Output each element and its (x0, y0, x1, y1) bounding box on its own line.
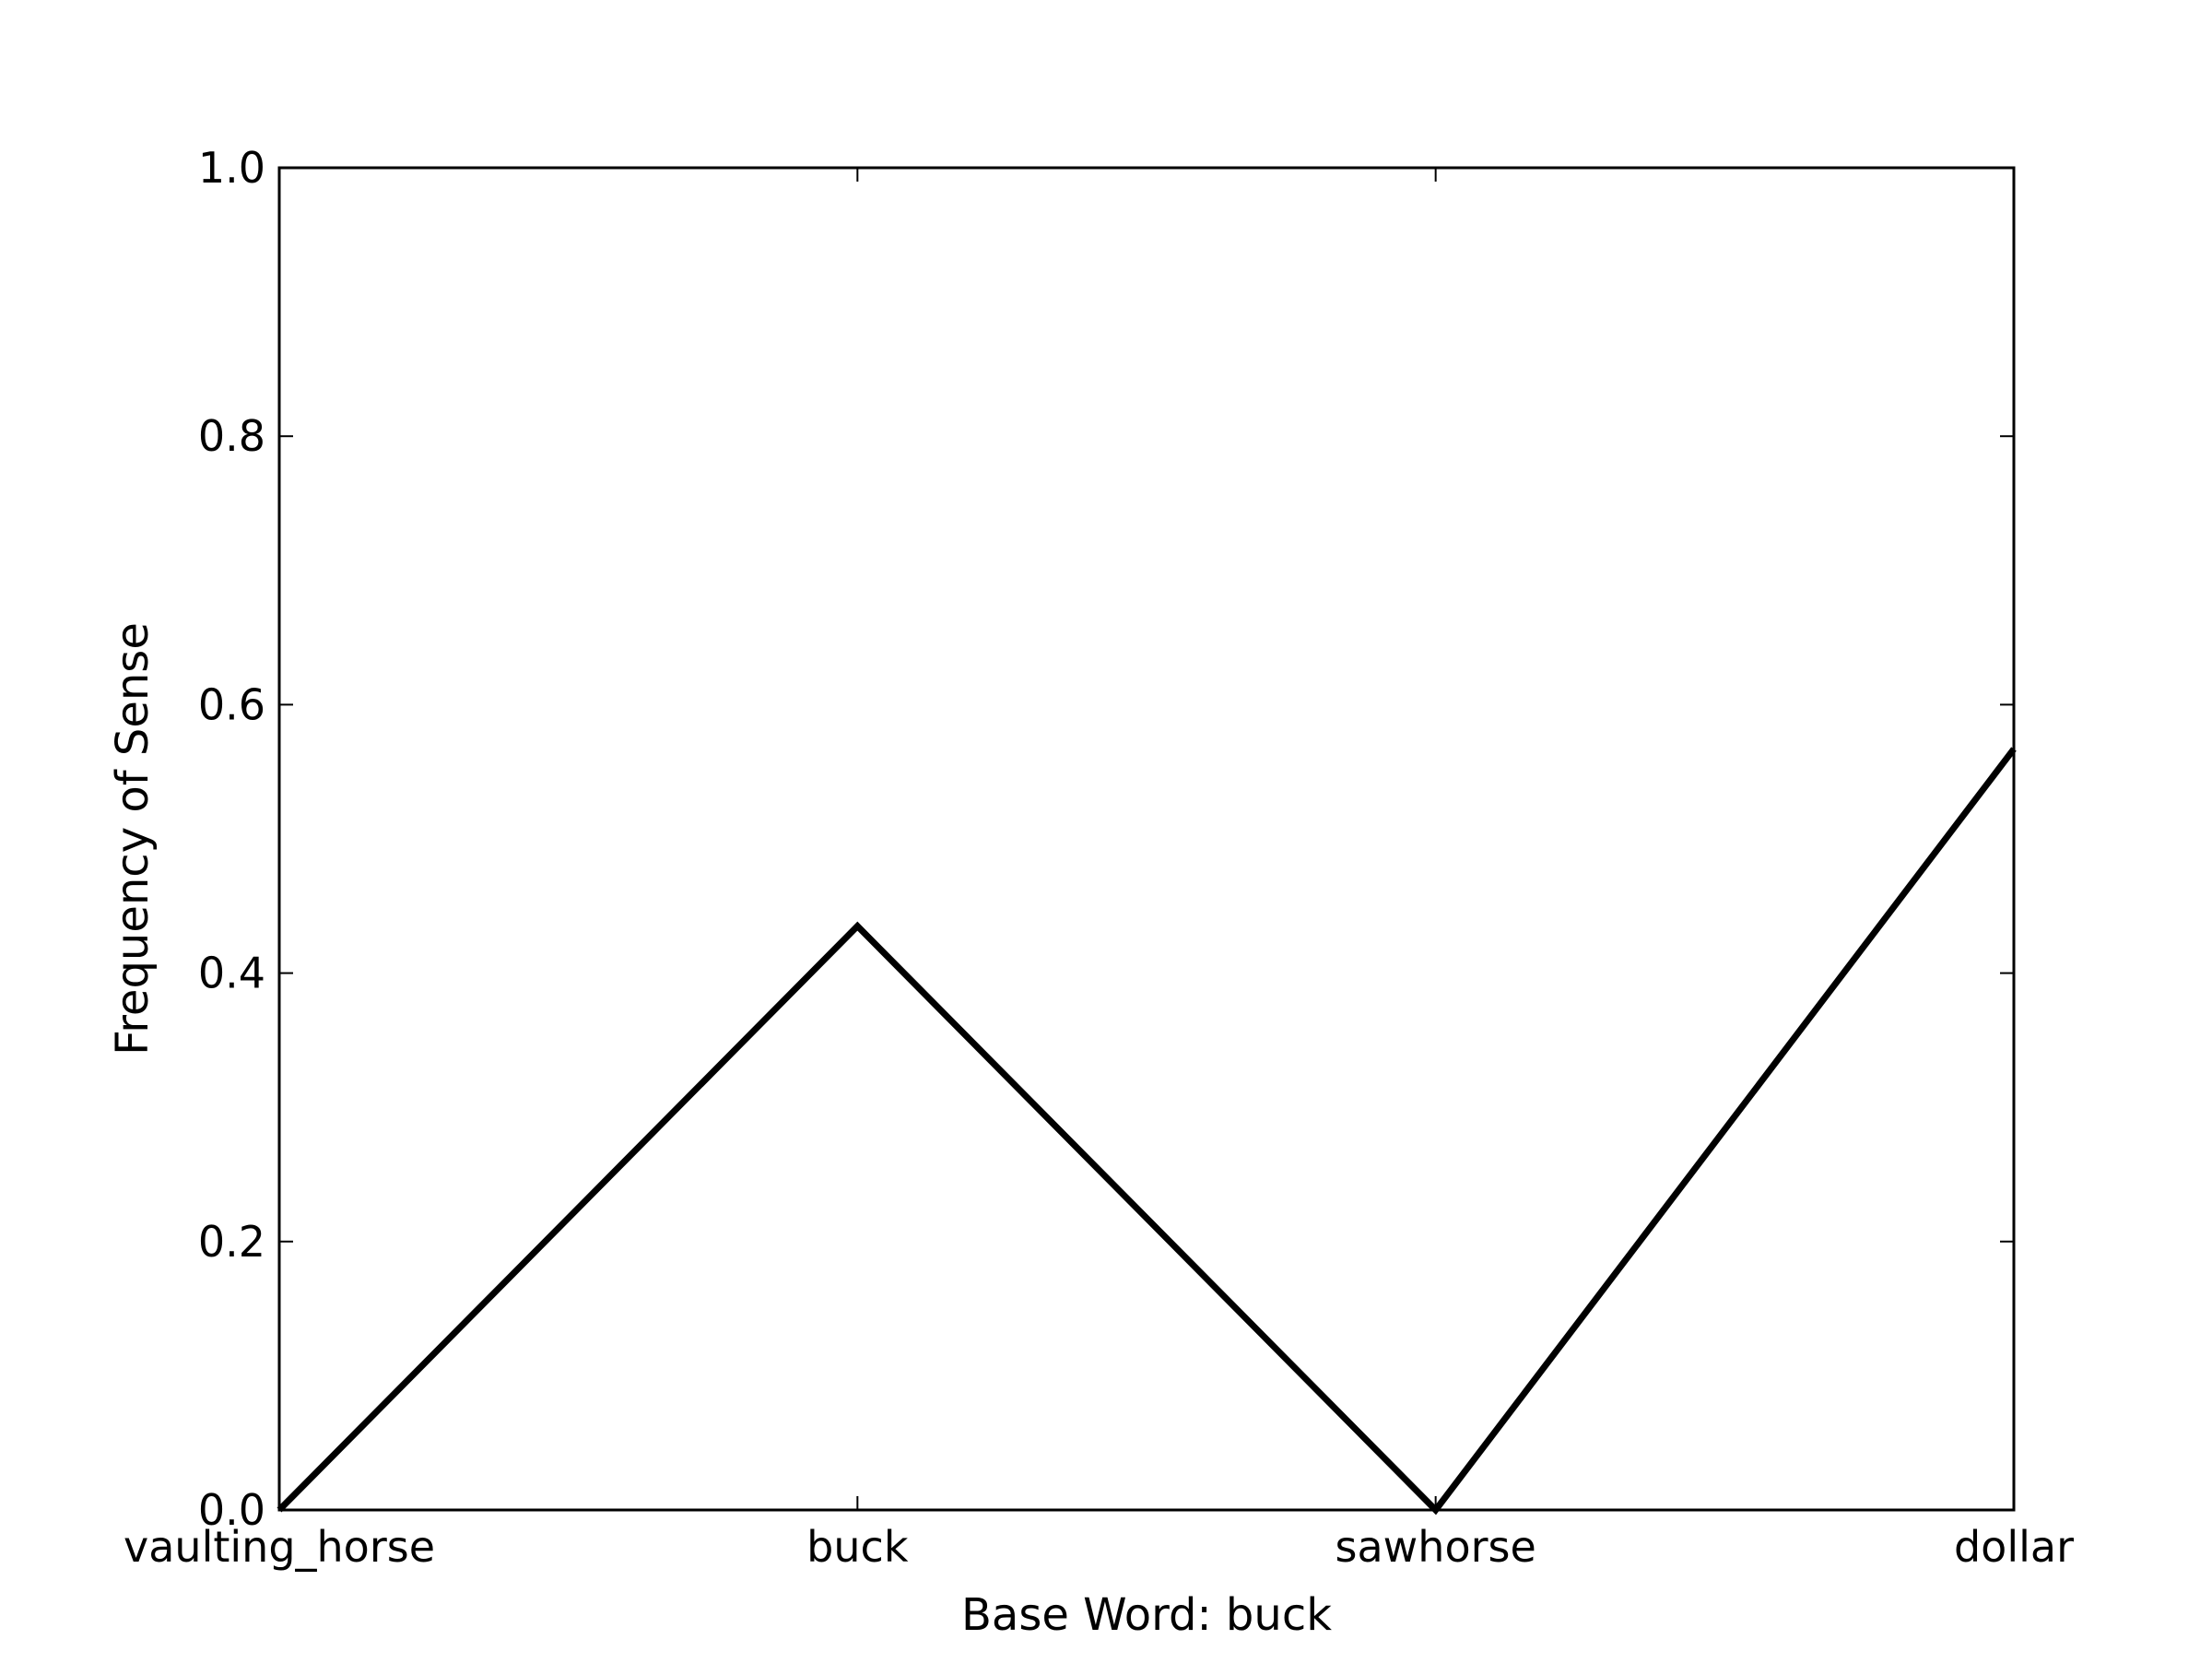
x-tick-labels: vaulting_horse buck sawhorse dollar (124, 1522, 2074, 1572)
x-tick-label: dollar (1954, 1522, 2074, 1572)
x-axis-label: Base Word: buck (961, 1589, 1332, 1641)
x-tick-label: buck (806, 1522, 909, 1572)
series-layer (276, 747, 2017, 1516)
y-tick-label: 0.8 (198, 411, 265, 461)
y-axis-label: Frequency of Sense (107, 622, 159, 1056)
y-tick-label: 1.0 (198, 143, 265, 193)
y-tick-label: 0.6 (198, 679, 265, 729)
y-tick-label: 0.4 (198, 949, 265, 998)
x-tick-label: vaulting_horse (124, 1522, 435, 1572)
plot-frame (277, 166, 2016, 1512)
series-line (276, 747, 2017, 1516)
x-tick-label: sawhorse (1335, 1522, 1536, 1572)
y-tick-labels: 0.0 0.2 0.4 0.6 0.8 1.0 (198, 143, 265, 1535)
y-tick-label: 0.2 (198, 1217, 265, 1267)
y-tick-label: 0.0 (198, 1485, 265, 1535)
